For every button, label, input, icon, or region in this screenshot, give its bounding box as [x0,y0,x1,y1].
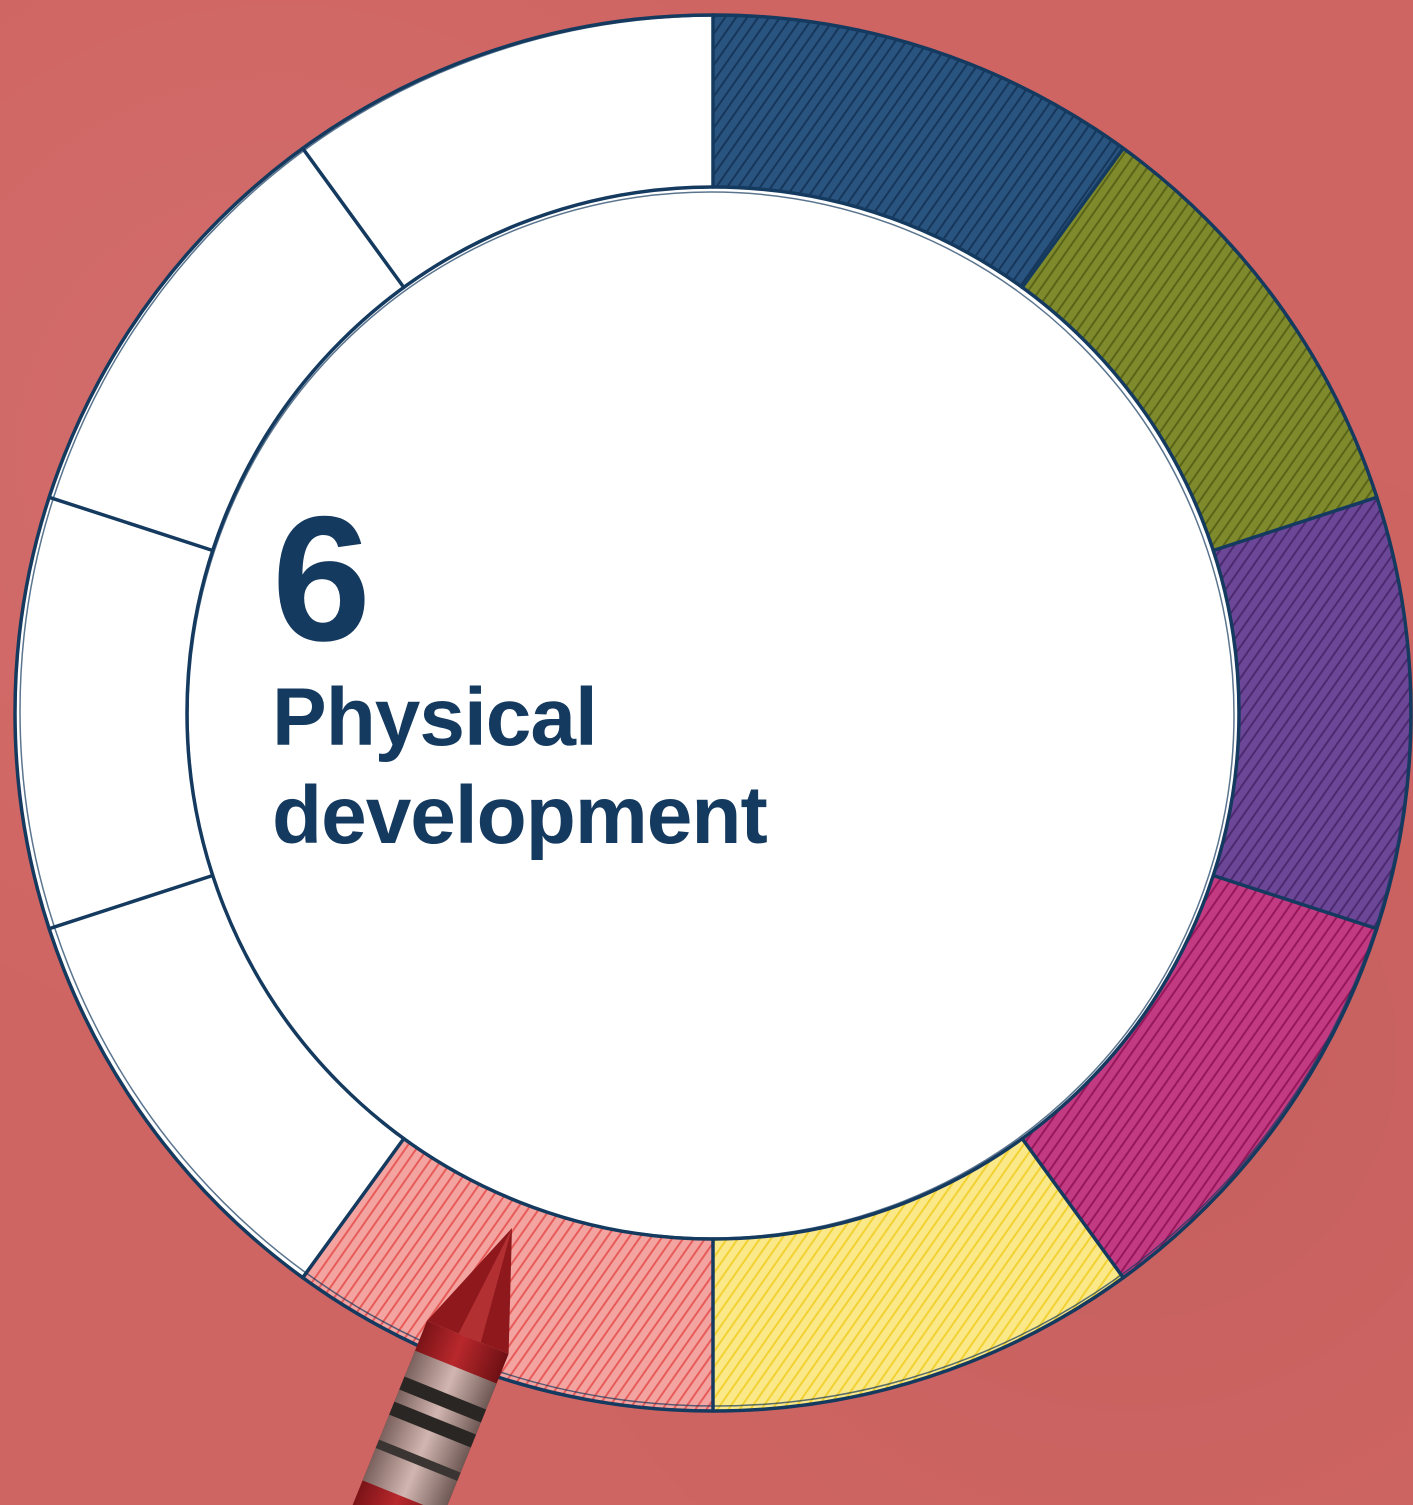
chapter-number: 6 [272,479,371,678]
segment-olive [1022,148,1377,551]
chapter-heading: 6 Physical development [272,479,768,864]
segment-magenta [1022,875,1377,1278]
segment-purple [1213,497,1411,929]
chapter-title-line-2: development [272,770,768,861]
chapter-title-line-1: Physical [272,672,598,763]
segment-yellow [713,1138,1124,1411]
segment-blue [713,14,1124,288]
crayon-image [344,1228,512,1505]
wheel-outer-outline-sketch [19,15,1411,1407]
segment-dividers [47,13,1379,1413]
wheel-inner-outline-sketch [187,191,1235,1239]
